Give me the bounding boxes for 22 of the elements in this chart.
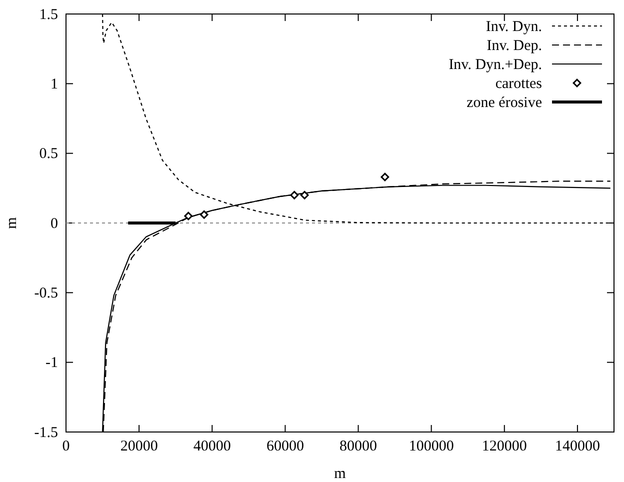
legend-label: Inv. Dyn.: [486, 19, 542, 35]
y-tick-label: -1: [46, 355, 58, 372]
x-tick-label: 40000: [193, 438, 231, 455]
y-tick-label: 0.5: [39, 146, 58, 162]
legend-label: carottes: [495, 76, 542, 92]
legend-label: Inv. Dyn.+Dep.: [448, 57, 542, 73]
y-tick-label: 0: [50, 216, 58, 232]
x-tick-label: 80000: [340, 438, 378, 455]
x-axis-title: m: [334, 466, 346, 482]
x-tick-label: 140000: [554, 438, 600, 455]
y-axis-title: m: [4, 216, 20, 229]
y-tick-label: 1.5: [39, 6, 58, 23]
x-tick-label: 0: [62, 438, 70, 455]
x-tick-label: 120000: [482, 438, 527, 455]
x-tick-label: 60000: [266, 438, 304, 455]
y-tick-label: -0.5: [34, 285, 58, 302]
legend-label: zone érosive: [466, 95, 542, 111]
legend-label: Inv. Dep.: [486, 38, 542, 54]
x-tick-label: 20000: [120, 438, 158, 455]
y-tick-label: -1.5: [34, 424, 58, 441]
y-tick-label: 1: [50, 76, 58, 92]
x-tick-label: 100000: [408, 438, 454, 455]
